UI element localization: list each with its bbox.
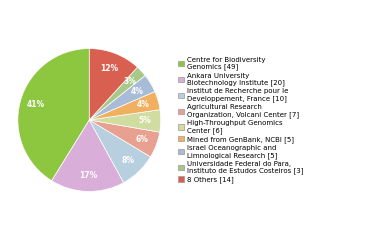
Text: 6%: 6% [135,135,148,144]
Text: 4%: 4% [136,100,149,109]
Wedge shape [18,48,89,181]
Text: 3%: 3% [124,78,136,86]
Wedge shape [89,92,160,120]
Text: 8%: 8% [122,156,135,165]
Text: 41%: 41% [27,100,45,109]
Wedge shape [89,120,160,157]
Legend: Centre for Biodiversity
Genomics [49], Ankara University
Biotechnology Institute: Centre for Biodiversity Genomics [49], A… [178,57,303,183]
Wedge shape [89,75,155,120]
Wedge shape [89,110,161,132]
Text: 5%: 5% [139,116,151,125]
Text: 17%: 17% [79,171,97,180]
Wedge shape [89,48,138,120]
Wedge shape [52,120,124,192]
Wedge shape [89,67,145,120]
Text: 12%: 12% [100,64,119,72]
Wedge shape [89,120,150,183]
Text: 4%: 4% [131,87,144,96]
